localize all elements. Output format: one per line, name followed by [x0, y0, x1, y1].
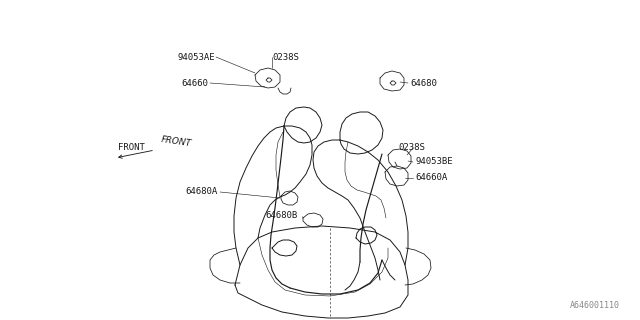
Text: 0238S: 0238S [272, 52, 299, 61]
Text: 94053BE: 94053BE [415, 157, 452, 166]
Text: 64680B: 64680B [265, 211, 297, 220]
Text: 64680A: 64680A [186, 188, 218, 196]
Text: 64660: 64660 [181, 78, 208, 87]
Text: 94053AE: 94053AE [177, 52, 215, 61]
Text: 64680: 64680 [410, 78, 437, 87]
Text: A646001110: A646001110 [570, 300, 620, 309]
Text: 0238S: 0238S [398, 143, 425, 153]
Text: 64660A: 64660A [415, 173, 447, 182]
Text: FRONT: FRONT [118, 143, 145, 153]
Text: FRONT: FRONT [160, 135, 192, 148]
